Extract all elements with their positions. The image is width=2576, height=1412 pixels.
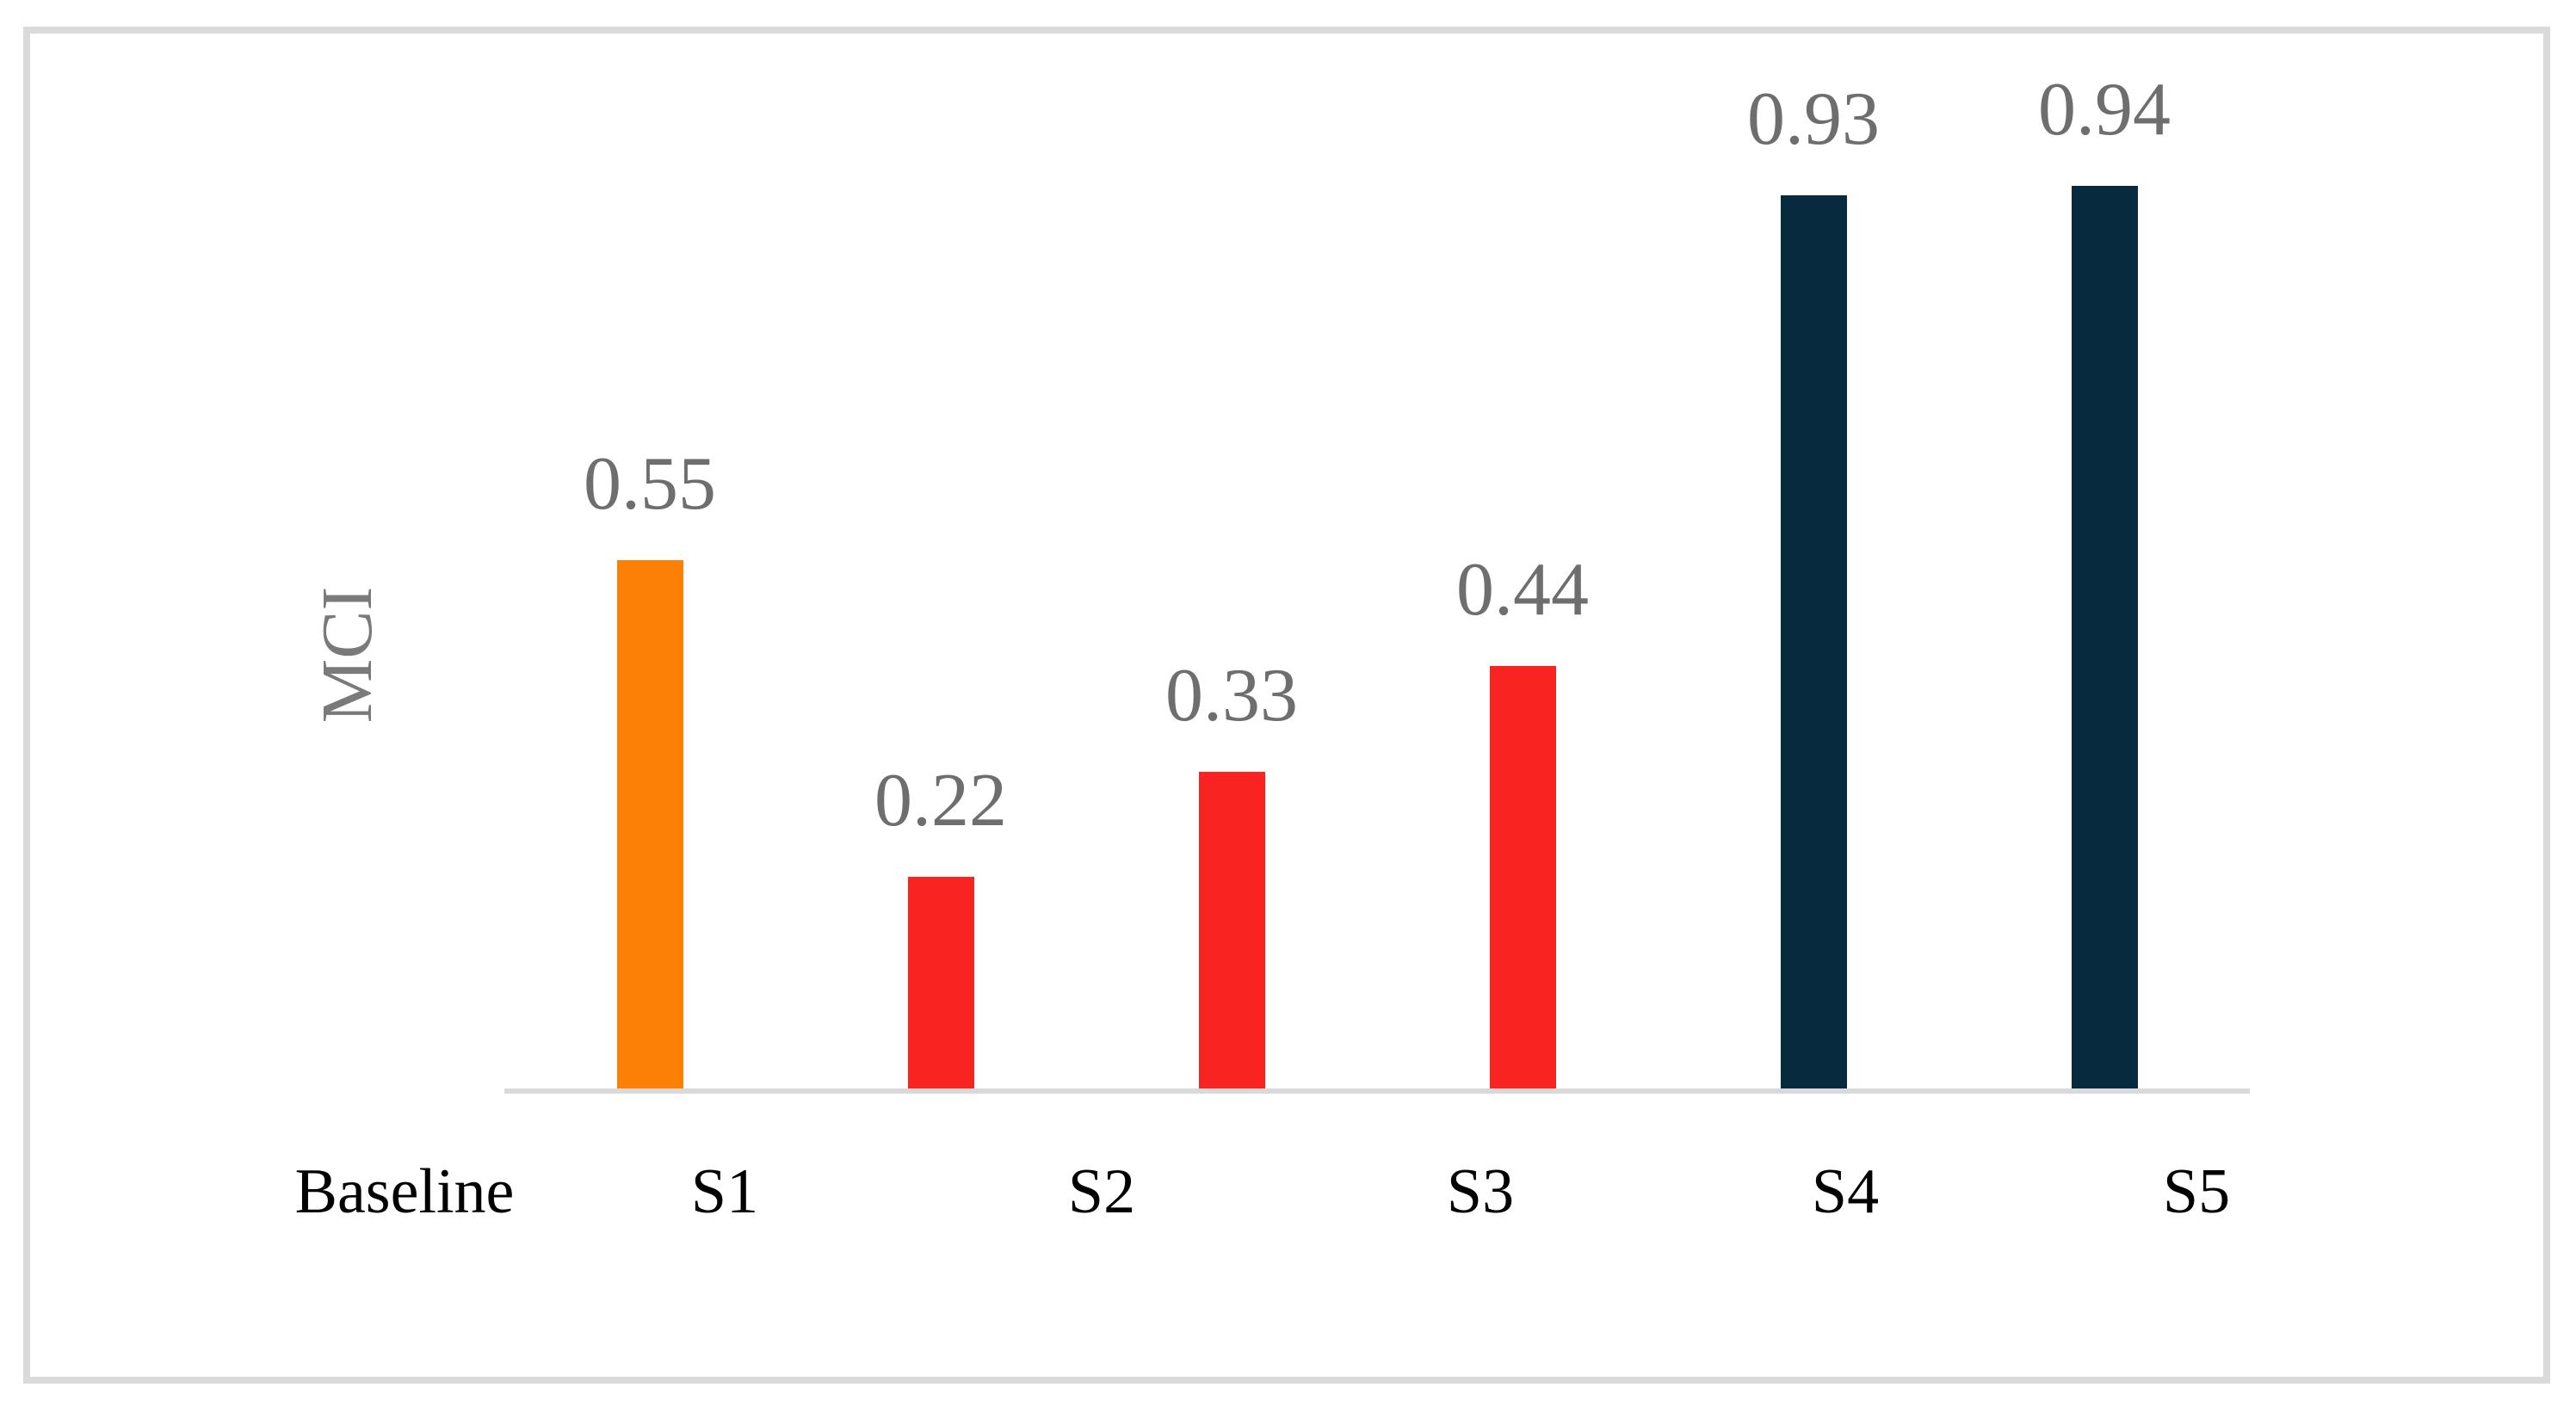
category-label-baseline: Baseline (294, 1156, 515, 1227)
category-label-s5: S5 (2162, 1156, 2231, 1227)
bar-s2 (1199, 772, 1265, 1088)
value-label-s5: 0.94 (2038, 68, 2171, 151)
bar-s1 (908, 877, 974, 1088)
value-label-s3: 0.44 (1456, 548, 1589, 632)
bar-baseline (617, 560, 683, 1088)
bar-s4 (1781, 195, 1847, 1088)
category-label-s1: S1 (690, 1156, 759, 1227)
bar-s5 (2072, 186, 2138, 1088)
category-label-s4: S4 (1811, 1156, 1880, 1227)
value-label-s1: 0.22 (874, 759, 1007, 842)
value-label-s2: 0.33 (1165, 654, 1298, 737)
x-axis-line (504, 1088, 2250, 1094)
figure-border (23, 27, 2550, 1384)
category-label-s2: S2 (1067, 1156, 1136, 1227)
y-axis-title: MCI (307, 586, 387, 724)
category-label-s3: S3 (1446, 1156, 1515, 1227)
value-label-s4: 0.93 (1747, 77, 1880, 161)
bar-s3 (1490, 666, 1556, 1088)
value-label-baseline: 0.55 (584, 442, 716, 526)
